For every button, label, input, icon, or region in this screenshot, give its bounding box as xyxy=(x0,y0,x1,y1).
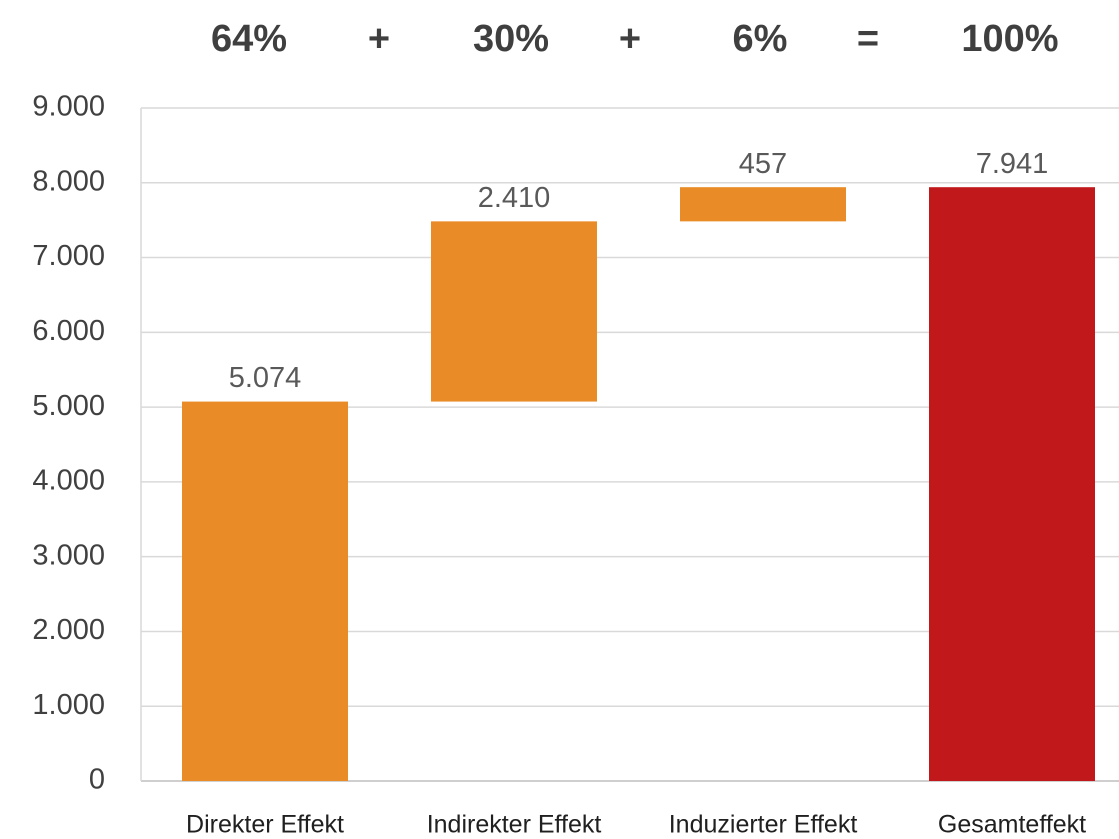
operator-symbol: + xyxy=(368,18,390,60)
y-tick-label: 1.000 xyxy=(32,689,105,721)
y-tick-label: 7.000 xyxy=(32,240,105,272)
y-axis-tick-labels: 0 1.000 2.000 3.000 4.000 5.000 6.000 7.000 8.00… xyxy=(32,91,105,796)
y-tick-label: 0 xyxy=(89,764,105,796)
y-tick-label: 8.000 xyxy=(32,165,105,197)
y-tick-label: 3.000 xyxy=(32,539,105,571)
x-axis-category-labels: Direkter Effekt Indirekter Effekt Induzier… xyxy=(186,811,1086,839)
y-tick-label: 5.000 xyxy=(32,390,105,422)
data-label: 5.074 xyxy=(229,362,302,394)
y-tick-label: 2.000 xyxy=(32,614,105,646)
data-label: 457 xyxy=(739,148,787,180)
data-label: 2.410 xyxy=(478,182,551,214)
bar-gesamteffekt xyxy=(929,187,1095,781)
category-label: Direkter Effekt xyxy=(186,811,344,839)
category-label: Indirekter Effekt xyxy=(427,811,602,839)
bar-induzierter-effekt xyxy=(680,187,846,222)
percent-value: 30% xyxy=(473,18,549,60)
y-tick-label: 6.000 xyxy=(32,315,105,347)
bar-direkter-effekt xyxy=(182,401,348,781)
percent-value: 100% xyxy=(961,18,1058,60)
y-tick-label: 9.000 xyxy=(32,91,105,123)
bar-indirekter-effekt xyxy=(431,221,597,402)
operator-symbol: + xyxy=(619,18,641,60)
percent-equation-row: 64% +30% +6% = 100% xyxy=(211,18,1059,60)
bars xyxy=(182,187,1095,781)
operator-symbol: = xyxy=(857,18,879,60)
category-label: Gesamteffekt xyxy=(938,811,1086,839)
data-labels: 5.074 2.410 457 7.941 xyxy=(229,148,1049,394)
y-tick-label: 4.000 xyxy=(32,465,105,497)
data-label: 7.941 xyxy=(976,148,1049,180)
category-label: Induzierter Effekt xyxy=(669,811,858,839)
percent-value: 6% xyxy=(733,18,788,60)
percent-value: 64% xyxy=(211,18,287,60)
